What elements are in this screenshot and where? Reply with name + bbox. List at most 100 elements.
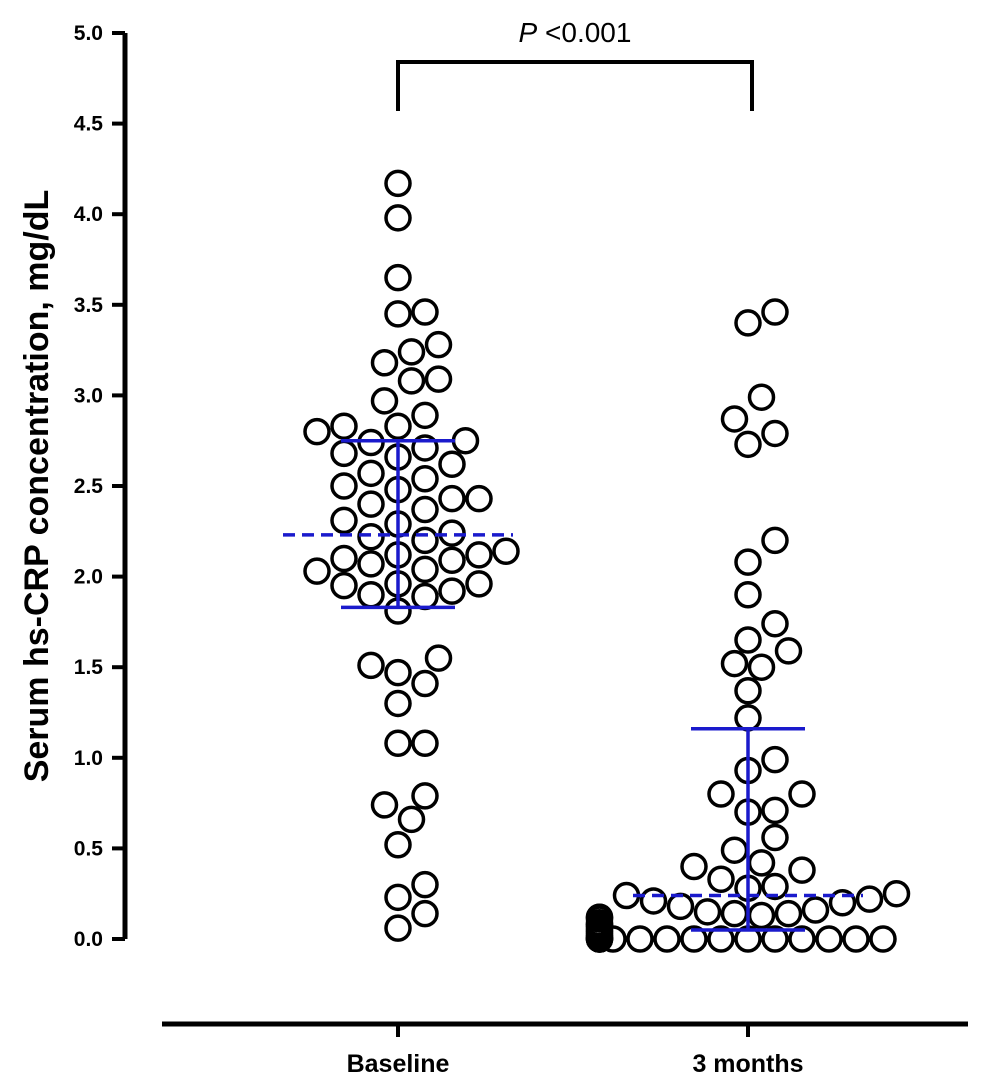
data-point xyxy=(357,522,385,551)
data-point xyxy=(882,879,911,908)
data-point xyxy=(438,450,466,479)
data-point xyxy=(761,823,789,852)
data-point xyxy=(707,925,735,953)
data-point xyxy=(653,925,681,953)
y-tick-label: 3.0 xyxy=(74,384,103,407)
data-point xyxy=(330,472,358,500)
data-point xyxy=(734,548,762,576)
data-point xyxy=(397,367,426,395)
data-point xyxy=(330,506,358,535)
data-point xyxy=(842,925,870,953)
data-point xyxy=(761,298,789,326)
summary-bars xyxy=(283,438,863,932)
data-point xyxy=(761,526,789,555)
data-point xyxy=(438,484,466,513)
data-point xyxy=(828,889,857,917)
data-point xyxy=(330,571,358,600)
data-point xyxy=(747,653,776,681)
data-point xyxy=(384,204,412,232)
data-point xyxy=(465,484,493,513)
data-point xyxy=(424,365,453,393)
data-point xyxy=(411,555,439,584)
data-point xyxy=(357,428,385,457)
data-point xyxy=(330,412,358,440)
y-tick-label: 3.5 xyxy=(74,294,104,317)
data-point xyxy=(357,651,385,680)
data-point xyxy=(384,658,412,687)
data-point xyxy=(585,903,614,932)
data-point xyxy=(384,689,412,718)
data-point xyxy=(357,550,385,578)
data-point xyxy=(869,925,897,953)
data-point xyxy=(680,925,708,953)
p-value-text: <0.001 xyxy=(537,17,631,48)
data-point xyxy=(411,401,439,430)
data-point xyxy=(411,298,439,326)
data-point xyxy=(411,434,439,462)
y-tick-label: 5.0 xyxy=(74,22,103,45)
p-value-label: P <0.001 xyxy=(519,17,632,48)
data-point xyxy=(411,729,439,758)
data-point xyxy=(639,887,668,915)
data-point xyxy=(734,309,762,337)
data-point xyxy=(330,439,358,468)
category-label-baseline: Baseline xyxy=(347,1050,450,1078)
data-point xyxy=(774,899,803,928)
data-point xyxy=(438,519,466,547)
data-point xyxy=(707,780,735,808)
data-point xyxy=(747,901,776,930)
data-point xyxy=(734,430,762,459)
data-point xyxy=(370,791,399,819)
y-tick-label: 4.5 xyxy=(74,113,104,136)
data-point xyxy=(734,677,762,705)
y-tick-label: 0.5 xyxy=(74,837,104,860)
data-point xyxy=(747,383,776,411)
data-point xyxy=(465,541,493,569)
data-point xyxy=(438,577,466,605)
data-point xyxy=(411,465,439,493)
data-point xyxy=(384,914,412,942)
category-label-3-months: 3 months xyxy=(692,1050,803,1078)
data-point xyxy=(855,885,884,913)
y-tick-label: 2.0 xyxy=(74,566,103,589)
data-point xyxy=(303,557,331,585)
data-point xyxy=(720,836,749,864)
data-point xyxy=(384,883,412,912)
data-point xyxy=(370,387,399,415)
data-point xyxy=(492,537,520,565)
data-point xyxy=(465,570,493,598)
data-point xyxy=(411,870,439,899)
y-tick-label: 1.0 xyxy=(74,747,103,770)
data-point xyxy=(774,637,803,665)
data-point xyxy=(761,745,789,774)
data-point xyxy=(761,796,789,825)
bracket-line xyxy=(396,60,754,111)
data-point xyxy=(707,865,735,893)
data-point xyxy=(761,419,789,448)
data-point xyxy=(411,899,439,928)
data-point xyxy=(438,546,466,575)
data-point xyxy=(626,925,654,953)
data-point xyxy=(761,609,789,638)
data-point xyxy=(761,872,789,901)
data-point xyxy=(370,349,399,377)
data-point xyxy=(357,490,385,518)
data-point xyxy=(424,644,453,672)
data-point xyxy=(397,338,426,366)
y-axis-title: Serum hs-CRP concentration, mg/dL xyxy=(18,190,56,783)
data-point xyxy=(815,925,843,953)
data-point xyxy=(411,782,439,810)
data-point xyxy=(384,263,412,292)
data-point xyxy=(384,169,412,198)
data-point xyxy=(451,426,480,455)
y-axis: 0.0 0.5 1.0 1.5 2.0 2.5 3.0 3.5 4.0 4.5 5.0 xyxy=(74,22,128,951)
data-point xyxy=(384,729,412,758)
data-point xyxy=(734,626,762,654)
data-point xyxy=(384,300,412,328)
data-point xyxy=(357,459,385,488)
data-point xyxy=(734,704,762,732)
p-value-prefix: P xyxy=(519,17,538,48)
data-point xyxy=(788,780,816,808)
data-point xyxy=(801,896,830,924)
data-point xyxy=(788,925,816,953)
